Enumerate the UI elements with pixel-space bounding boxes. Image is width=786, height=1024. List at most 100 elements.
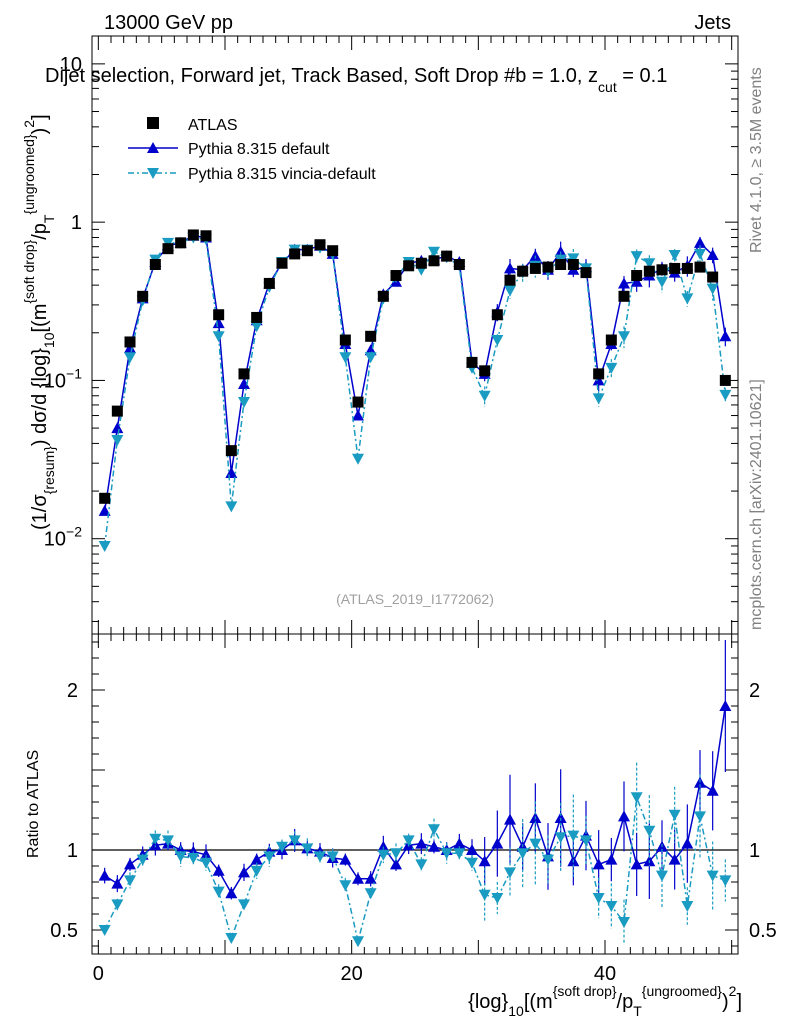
ratio-line-default — [104, 705, 727, 895]
main-point-atlas — [111, 405, 123, 417]
ratio-point-vincia — [200, 857, 212, 869]
main-point-atlas — [377, 290, 389, 302]
main-point-default — [504, 262, 516, 274]
ratio-point-vincia — [428, 824, 440, 836]
main-point-vincia — [719, 389, 732, 401]
main-point-atlas — [225, 445, 237, 457]
main-point-vincia — [212, 331, 225, 343]
main-point-atlas — [339, 334, 351, 346]
y-axis-title-ratio: Ratio to ATLAS — [25, 750, 42, 858]
ratio-point-default — [681, 837, 694, 849]
ratio-point-default — [630, 858, 643, 870]
ratio-point-vincia — [504, 867, 516, 879]
main-point-atlas — [213, 309, 225, 321]
main-point-atlas — [466, 356, 478, 368]
main-point-atlas — [643, 265, 655, 277]
ratio-point-vincia — [415, 859, 428, 871]
main-point-atlas — [187, 229, 199, 241]
main-point-default — [554, 245, 567, 257]
ratio-point-vincia — [516, 848, 529, 860]
main-point-vincia — [478, 390, 491, 402]
main-point-atlas — [428, 255, 440, 267]
legend-atlas-label: ATLAS — [188, 117, 238, 134]
mcplots-label: mcplots.cern.ch [arXiv:2401.10621] — [748, 379, 765, 630]
main-point-vincia — [491, 335, 504, 347]
main-point-atlas — [631, 270, 643, 282]
main-point-atlas — [415, 257, 427, 269]
main-point-atlas — [251, 311, 263, 323]
ratio-point-vincia — [276, 841, 288, 853]
ratio-point-default — [618, 810, 630, 822]
ratio-line-vincia — [103, 796, 726, 942]
ratio-point-default — [668, 853, 681, 865]
ratio-point-vincia — [225, 933, 238, 944]
ratio-point-vincia — [466, 857, 478, 869]
ratio-y-tick-label-left: 2 — [67, 680, 78, 702]
main-point-atlas — [390, 270, 402, 282]
ratio-point-vincia — [605, 901, 618, 912]
x-axis-title: {log}10[(m{soft drop}/pT{ungroomed})2] — [468, 983, 742, 1019]
ratio-y-tick-label-left: 1 — [67, 840, 78, 862]
main-point-vincia — [592, 393, 605, 405]
main-point-default — [694, 236, 706, 248]
y-axis-title-main: (1/σ{resum}) dσ/d {log}10[(m{soft drop}/… — [21, 114, 57, 530]
ratio-point-default — [415, 837, 428, 849]
main-point-atlas — [200, 230, 212, 242]
ratio-point-vincia — [238, 899, 250, 911]
main-point-atlas — [504, 274, 516, 286]
x-tick-label: 0 — [93, 963, 104, 985]
main-point-atlas — [314, 239, 326, 251]
main-point-atlas — [517, 265, 529, 277]
main-point-default — [124, 342, 136, 354]
ratio-point-default — [364, 872, 377, 884]
series-atlas — [99, 229, 731, 504]
main-point-vincia — [428, 246, 440, 258]
ratio-point-default — [592, 858, 605, 870]
x-tick-label: 40 — [594, 963, 616, 985]
legend-vincia-label: Pythia 8.315 vincia-default — [188, 166, 376, 183]
ratio-y-tick-label-right: 1 — [749, 840, 760, 862]
ratio-point-default — [504, 813, 516, 825]
main-point-atlas — [605, 334, 617, 346]
main-point-default — [238, 377, 250, 389]
main-point-atlas — [707, 271, 719, 283]
ratio-point-vincia — [364, 888, 377, 900]
ratio-point-vincia — [250, 865, 263, 877]
main-point-atlas — [365, 330, 377, 342]
ratio-point-vincia — [288, 835, 301, 847]
ratio-point-vincia — [491, 893, 504, 904]
main-point-vincia — [567, 253, 580, 265]
main-point-atlas — [238, 368, 250, 380]
main-point-atlas — [656, 264, 668, 276]
main-point-atlas — [352, 396, 364, 408]
main-point-atlas — [491, 309, 503, 321]
ratio-point-default — [212, 864, 225, 876]
ratio-point-vincia — [162, 835, 174, 847]
main-y-tick-label: 10−2 — [44, 524, 82, 551]
main-point-vincia — [504, 285, 516, 297]
ratio-y-tick-label-right: 2 — [749, 680, 760, 702]
main-point-vincia — [124, 352, 136, 364]
ratio-point-vincia — [98, 925, 111, 936]
ratio-point-vincia — [301, 843, 314, 855]
ratio-point-default — [124, 858, 136, 870]
legend-vincia-marker — [147, 168, 159, 179]
series-layer — [98, 229, 732, 948]
main-point-atlas — [669, 262, 681, 274]
ratio-point-vincia — [567, 830, 580, 842]
main-point-atlas — [529, 262, 541, 274]
ratio-point-default — [111, 877, 124, 889]
main-y-tick-label: 10−1 — [44, 365, 82, 392]
main-point-atlas — [618, 290, 630, 302]
main-point-atlas — [719, 374, 731, 386]
ratio-y-tick-label-right: 0.5 — [749, 920, 777, 942]
main-point-atlas — [580, 267, 592, 279]
header-right: Jets — [694, 12, 731, 34]
main-point-atlas — [403, 260, 415, 272]
main-point-atlas — [149, 259, 161, 271]
header-left: 13000 GeV pp — [104, 12, 233, 34]
ratio-point-vincia — [656, 870, 668, 882]
main-point-default — [630, 275, 643, 287]
ratio-point-vincia — [554, 832, 567, 844]
